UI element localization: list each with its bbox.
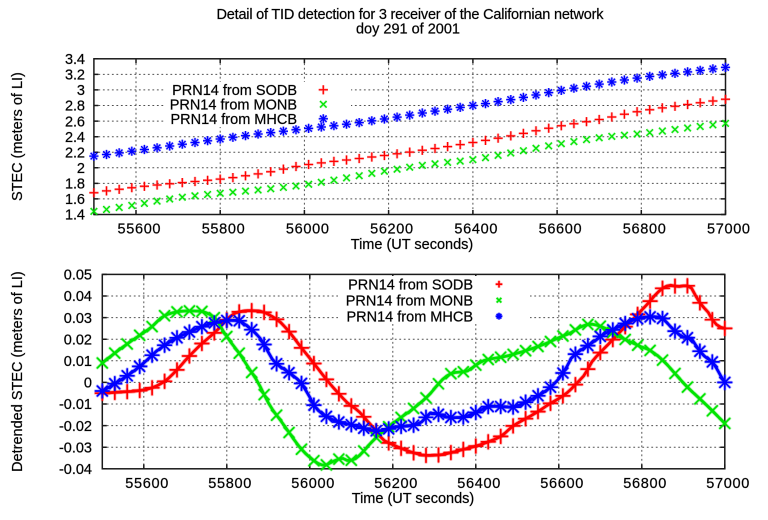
svg-text:0.03: 0.03 xyxy=(64,311,92,327)
svg-text:Detrended STEC (meters of LI): Detrended STEC (meters of LI) xyxy=(10,271,26,472)
svg-text:56400: 56400 xyxy=(454,221,497,237)
svg-text:3.4: 3.4 xyxy=(65,52,85,68)
svg-text:PRN14 from MONB: PRN14 from MONB xyxy=(170,98,297,114)
svg-text:57000: 57000 xyxy=(707,221,750,237)
svg-text:2.2: 2.2 xyxy=(65,145,85,161)
svg-text:2.6: 2.6 xyxy=(65,114,85,130)
svg-text:PRN14 from MONB: PRN14 from MONB xyxy=(346,293,473,309)
svg-text:doy 291 of 2001: doy 291 of 2001 xyxy=(356,22,460,38)
svg-text:3: 3 xyxy=(77,83,85,99)
svg-text:2: 2 xyxy=(77,161,85,177)
svg-text:-0.04: -0.04 xyxy=(59,462,92,478)
svg-text:56200: 56200 xyxy=(370,221,413,237)
svg-text:STEC (meters of LI): STEC (meters of LI) xyxy=(10,72,26,201)
svg-text:57000: 57000 xyxy=(706,476,749,492)
svg-text:0.02: 0.02 xyxy=(64,332,92,348)
svg-text:55600: 55600 xyxy=(125,476,168,492)
svg-text:0.04: 0.04 xyxy=(64,289,92,305)
svg-text:3.2: 3.2 xyxy=(65,68,85,84)
svg-text:PRN14 from MHCB: PRN14 from MHCB xyxy=(171,112,298,128)
svg-text:2.4: 2.4 xyxy=(65,130,85,146)
svg-text:PRN14 from SODB: PRN14 from SODB xyxy=(172,83,297,99)
svg-text:0.01: 0.01 xyxy=(64,354,92,370)
svg-text:56000: 56000 xyxy=(291,476,334,492)
svg-text:56400: 56400 xyxy=(457,476,500,492)
svg-text:56200: 56200 xyxy=(374,476,417,492)
svg-text:0: 0 xyxy=(84,376,92,392)
svg-text:Detail of TID detection for 3: Detail of TID detection for 3 receiver o… xyxy=(217,7,605,23)
svg-text:1.8: 1.8 xyxy=(65,177,85,193)
svg-text:Time (UT seconds): Time (UT seconds) xyxy=(352,491,474,507)
svg-text:55800: 55800 xyxy=(202,221,245,237)
svg-text:56800: 56800 xyxy=(623,476,666,492)
svg-text:-0.03: -0.03 xyxy=(59,440,92,456)
svg-text:56000: 56000 xyxy=(286,221,329,237)
svg-text:56600: 56600 xyxy=(540,476,583,492)
svg-text:-0.02: -0.02 xyxy=(59,419,92,435)
svg-text:56800: 56800 xyxy=(623,221,666,237)
svg-text:1.4: 1.4 xyxy=(65,208,85,224)
svg-text:56600: 56600 xyxy=(539,221,582,237)
svg-text:PRN14 from SODB: PRN14 from SODB xyxy=(348,277,473,293)
svg-text:1.6: 1.6 xyxy=(65,192,85,208)
svg-text:2.8: 2.8 xyxy=(65,99,85,115)
svg-text:-0.01: -0.01 xyxy=(59,397,92,413)
svg-text:55800: 55800 xyxy=(208,476,251,492)
svg-text:Time (UT seconds): Time (UT seconds) xyxy=(351,237,473,253)
svg-text:PRN14 from MHCB: PRN14 from MHCB xyxy=(347,309,474,325)
svg-text:0.05: 0.05 xyxy=(64,268,92,284)
svg-text:55600: 55600 xyxy=(118,221,161,237)
